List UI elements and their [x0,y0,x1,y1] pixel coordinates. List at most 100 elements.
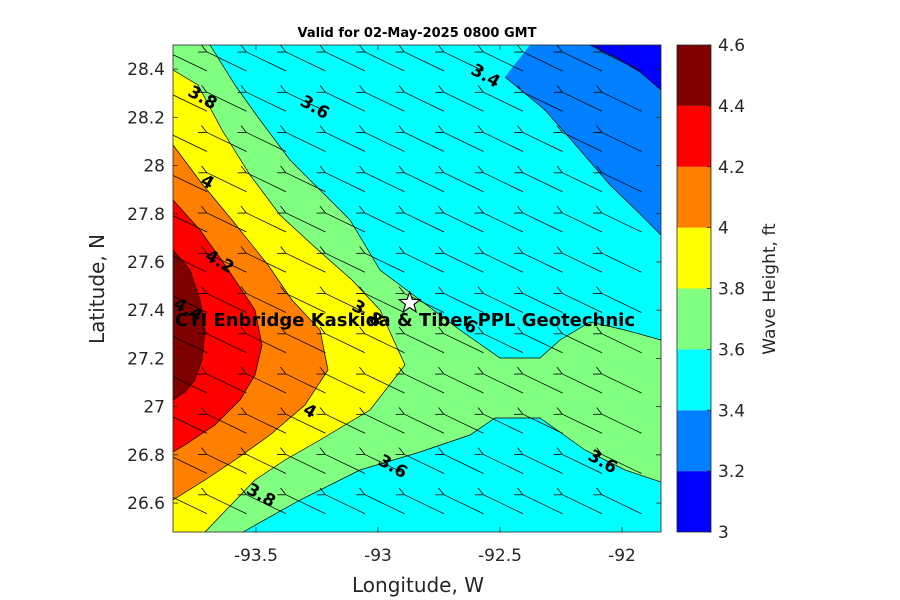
wave-direction-arrow [286,495,326,515]
colorbar-swatch [677,288,711,350]
wave-direction-arrow [325,495,366,515]
wave-direction-arrow [173,336,208,354]
wave-direction-arrow [365,293,405,313]
wave-direction-arrow [404,454,445,474]
wave-direction-arrow [523,495,563,515]
wave-direction-arrow [173,54,208,72]
wave-direction-arrow [523,334,563,354]
wave-direction-arrow [483,92,524,112]
wave-direction-arrow [173,215,208,233]
x-tick-label: -92 [608,546,636,566]
wave-direction-arrow [404,374,445,394]
colorbar-swatch [677,166,711,228]
y-tick-label: 28.2 [127,108,165,128]
wave-direction-arrow [365,374,405,394]
wave-direction-arrow [173,376,208,394]
wave-direction-arrow [173,456,208,474]
wave-direction-arrow [325,414,366,434]
contour-band-3.0-3.2 [590,45,661,90]
wave-direction-arrow [325,374,366,394]
wave-direction-arrow [325,253,366,273]
wave-direction-arrow [562,52,603,72]
wave-direction-arrow [523,92,563,112]
wave-direction-arrow [365,173,405,193]
x-axis: -93.5 -93 -92.5 -92 [234,45,636,566]
y-tick-label: 28 [143,157,165,177]
wave-direction-arrow [246,495,287,515]
wave-direction-arrow [207,374,247,394]
wave-direction-arrow [365,213,405,233]
wave-direction-arrow [602,334,642,354]
colorbar: 3 3.2 3.4 3.6 3.8 4 4.2 4.4 4.6 [676,36,745,543]
wave-direction-arrow [404,173,445,193]
wave-direction-arrow [483,213,524,233]
wave-direction-arrow [173,255,208,273]
wave-direction-arrow [365,92,405,112]
wave-direction-arrow [404,52,445,72]
wave-direction-arrow [404,92,445,112]
wave-direction-arrow [602,414,642,434]
wave-direction-arrow [483,454,524,474]
wave-direction-arrow [562,334,603,354]
wave-direction-arrow [207,293,247,313]
wave-direction-arrow [207,173,247,193]
wave-direction-arrow [602,173,642,193]
wave-direction-arrow [365,52,405,72]
wave-direction-arrow [246,213,287,233]
wave-direction-arrow [444,92,484,112]
wave-direction-arrow [325,213,366,233]
y-tick-label: 28.4 [127,60,165,80]
colorbar-tick-label: 4 [718,219,729,239]
wave-direction-arrow [207,454,247,474]
wave-direction-arrow [602,293,642,313]
wave-direction-arrow [404,495,445,515]
wave-direction-arrow [207,253,247,273]
wave-direction-arrow [602,253,642,273]
wave-direction-arrow [246,374,287,394]
wave-direction-arrow [246,414,287,434]
site-label: CTI Enbridge Kaskida & Tiber PPL Geotech… [175,310,635,331]
colorbar-tick-label: 3.8 [718,280,745,300]
wave-direction-arrow [602,454,642,474]
wave-direction-arrow [246,454,287,474]
wave-direction-arrow [286,213,326,233]
wave-direction-arrow [602,132,642,152]
wave-direction-arrow [286,454,326,474]
wave-direction-arrow [562,132,603,152]
wave-direction-arrow [207,334,247,354]
wave-direction-arrow [404,213,445,233]
wave-direction-arrow [207,414,247,434]
colorbar-swatch [677,410,711,472]
wave-direction-arrow [523,132,563,152]
wave-direction-arrow [562,454,603,474]
wave-direction-arrow [523,414,563,434]
y-axis-label: Latitude, N [85,234,109,344]
wave-direction-arrow [444,334,484,354]
y-tick-label: 27.4 [127,301,165,321]
wave-direction-arrow [562,374,603,394]
wave-direction-arrow [286,173,326,193]
colorbar-label: Wave Height, ft [760,223,780,355]
wave-direction-arrow [444,253,484,273]
wave-direction-arrow [286,92,326,112]
wave-direction-arrow [286,414,326,434]
wave-direction-arrow [246,92,287,112]
wave-direction-arrow [562,414,603,434]
wave-direction-arrow [444,213,484,233]
wave-direction-arrow [483,132,524,152]
wave-direction-arrow [365,132,405,152]
wave-direction-arrow [173,175,208,193]
y-tick-label: 26.8 [127,446,165,466]
y-tick-label: 27.8 [127,205,165,225]
colorbar-tick-label: 4.6 [718,36,745,56]
wave-direction-arrow [207,213,247,233]
wave-direction-arrow [444,414,484,434]
wave-direction-arrow [602,213,642,233]
wave-direction-arrow [602,92,642,112]
wave-direction-arrow [523,213,563,233]
wave-direction-arrow [562,213,603,233]
wave-direction-arrow [523,293,563,313]
wave-direction-arrow [207,52,247,72]
wave-direction-arrow [207,92,247,112]
contour-band-4.2-4.4 [173,200,262,452]
